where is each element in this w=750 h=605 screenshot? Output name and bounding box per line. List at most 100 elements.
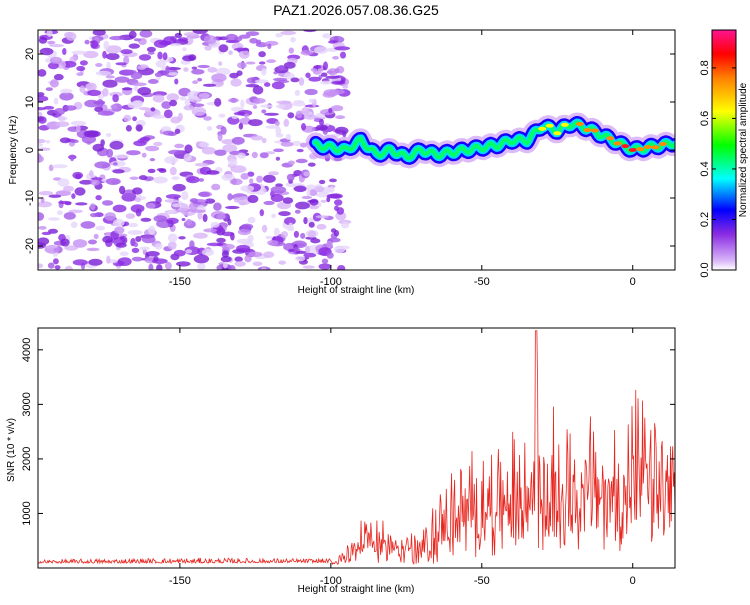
noise-blob [259,209,264,217]
noise-blob [38,36,48,44]
noise-blob [247,216,256,224]
noise-blob [130,204,145,213]
noise-blob [71,50,87,55]
noise-blob [64,265,73,270]
noise-blob [46,30,53,37]
noise-blob [149,158,156,162]
noise-blob [139,30,153,38]
noise-blob [152,258,168,265]
noise-blob [70,139,79,144]
noise-blob [163,130,175,136]
noise-blob [185,218,192,226]
colorbar-ticks: 0.0 0.2 0.4 0.6 0.8 [699,60,736,278]
y-tick-label: 10 [24,96,36,108]
noise-blob [131,82,147,87]
noise-blob [220,126,227,135]
noise-blob [38,226,47,230]
noise-blob [300,142,307,148]
noise-blob [184,144,193,154]
noise-blob [247,234,254,243]
noise-blob [71,193,76,199]
noise-blob [254,79,269,84]
signal-peak [560,122,569,127]
noise-blob [201,248,215,256]
noise-blob [231,136,245,145]
noise-blob [68,209,83,214]
noise-blob [114,76,130,83]
noise-blob [47,40,56,45]
noise-blob [38,92,45,97]
noise-blob [220,255,232,263]
noise-blob [72,239,88,248]
noise-blob [245,61,256,65]
noise-blob [249,178,254,185]
noise-blob [206,125,213,131]
signal-peak [606,136,615,141]
noise-blob [239,201,246,206]
noise-blob [145,202,156,209]
noise-blob [178,112,183,122]
noise-blob [132,187,143,195]
noise-blob [290,36,296,43]
noise-blob [140,217,152,222]
noise-blob [183,67,189,72]
noise-blob [63,185,74,192]
noise-blob [203,35,217,45]
noise-blob [165,194,181,199]
noise-blob [184,98,191,106]
x-tick-label: -50 [474,575,490,587]
noise-blob [166,93,180,102]
snr-panel: -150 -100 -50 0 1000 2000 3000 4000 Height of s… [6,327,676,595]
noise-blob [314,186,325,193]
noise-blob [93,233,99,240]
noise-blob [275,126,282,136]
noise-blob [105,45,122,54]
noise-blob [233,47,250,52]
noise-blob [210,221,220,228]
noise-blob [336,66,345,74]
noise-blob [59,92,74,101]
noise-blob [321,72,328,77]
signal-peak [545,123,554,128]
noise-blob [125,213,136,220]
noise-blob [275,33,283,38]
noise-blob [96,98,104,108]
noise-blob [334,205,339,211]
noise-blob [186,176,200,184]
noise-blob [109,35,125,41]
noise-blob [334,126,349,135]
noise-blob [130,71,143,80]
y-tick-label: 20 [24,48,36,60]
noise-blob [89,203,96,211]
noise-blob [121,87,133,91]
noise-blob [247,171,255,177]
noise-blob [302,265,315,269]
noise-blob [317,202,322,208]
noise-blob [43,105,55,110]
noise-blob [105,178,121,185]
noise-blob [112,169,125,174]
noise-blob [179,96,187,101]
noise-blob [227,193,233,201]
y-tick-label: -20 [24,238,36,254]
noise-blob [115,62,127,66]
noise-blob [326,196,331,203]
colorbar-tick-label: 0.6 [699,111,711,126]
noise-blob [204,45,212,51]
noise-blob [38,212,45,221]
noise-blob [128,43,140,49]
x-tick-label: -100 [320,575,342,587]
noise-blob [194,162,210,167]
noise-blob [240,99,245,108]
noise-blob [49,44,64,48]
noise-blob [264,82,271,87]
noise-blob [288,248,295,253]
noise-blob [206,170,220,175]
noise-blob [304,245,311,254]
noise-blob [197,263,206,270]
noise-blob [89,170,94,177]
noise-blob [328,107,333,114]
noise-blob [133,100,144,108]
noise-blob [301,107,310,115]
